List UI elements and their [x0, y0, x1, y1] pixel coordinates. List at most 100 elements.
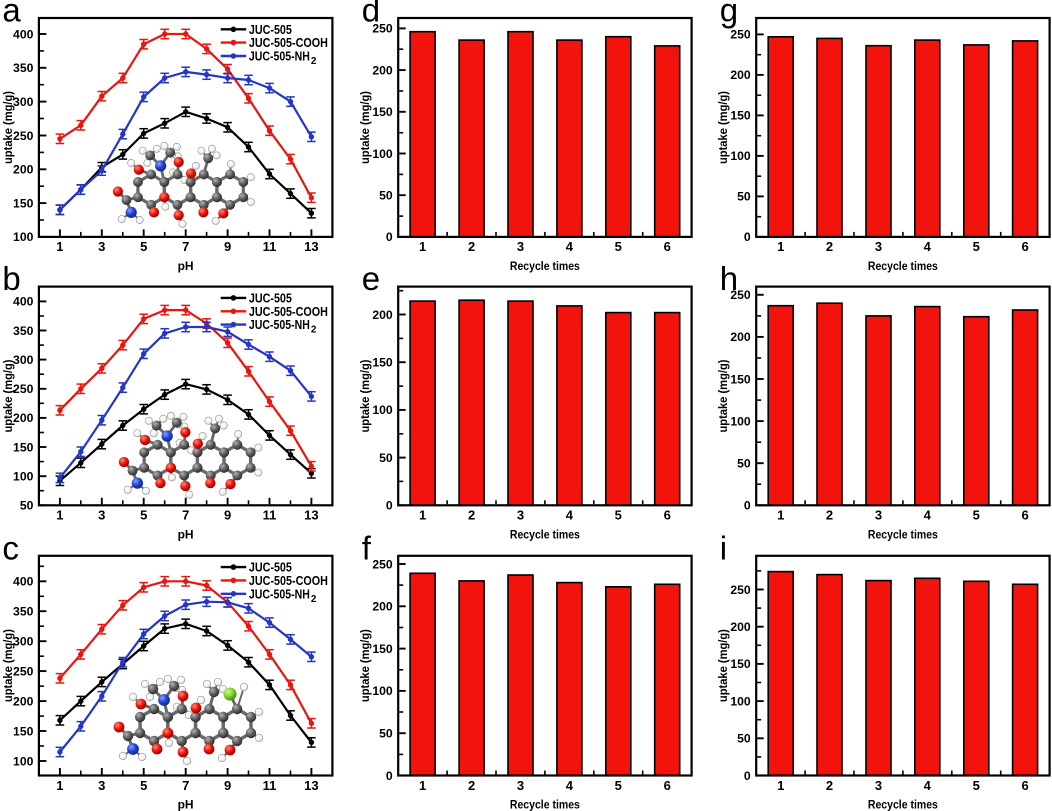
- svg-text:0: 0: [744, 499, 751, 513]
- svg-text:uptake (mg/g): uptake (mg/g): [1, 629, 15, 702]
- svg-text:3: 3: [98, 239, 105, 254]
- svg-text:250: 250: [13, 664, 34, 678]
- svg-text:JUC-505-NH: JUC-505-NH: [249, 318, 310, 332]
- svg-text:1: 1: [419, 778, 426, 793]
- svg-text:13: 13: [304, 239, 318, 254]
- svg-text:350: 350: [13, 324, 34, 338]
- svg-text:JUC-505-COOH: JUC-505-COOH: [249, 305, 328, 319]
- svg-text:6: 6: [1021, 778, 1028, 793]
- svg-text:150: 150: [730, 372, 751, 386]
- svg-text:3: 3: [875, 239, 882, 254]
- svg-text:5: 5: [973, 778, 980, 793]
- svg-text:uptake (mg/g): uptake (mg/g): [358, 91, 372, 164]
- svg-text:b: b: [2, 260, 20, 297]
- svg-text:5: 5: [973, 508, 980, 523]
- svg-text:pH: pH: [178, 259, 194, 273]
- svg-text:0: 0: [744, 230, 751, 244]
- svg-text:5: 5: [973, 239, 980, 254]
- svg-text:JUC-505: JUC-505: [249, 561, 292, 575]
- svg-text:11: 11: [263, 239, 277, 254]
- svg-text:4: 4: [566, 239, 574, 254]
- svg-text:JUC-505-NH: JUC-505-NH: [249, 587, 310, 601]
- svg-text:1: 1: [419, 239, 426, 254]
- svg-text:100: 100: [372, 403, 393, 417]
- svg-text:200: 200: [372, 308, 393, 322]
- svg-text:uptake (mg/g): uptake (mg/g): [1, 91, 15, 164]
- svg-text:JUC-505-COOH: JUC-505-COOH: [249, 36, 328, 50]
- svg-text:250: 250: [730, 288, 751, 302]
- svg-text:200: 200: [372, 63, 393, 77]
- svg-text:a: a: [2, 0, 21, 29]
- svg-text:uptake (mg/g): uptake (mg/g): [716, 360, 730, 433]
- svg-text:300: 300: [13, 635, 34, 649]
- svg-text:1: 1: [419, 508, 426, 523]
- svg-text:9: 9: [224, 778, 231, 793]
- svg-text:250: 250: [372, 22, 393, 36]
- svg-text:200: 200: [13, 694, 34, 708]
- svg-text:4: 4: [566, 778, 574, 793]
- svg-text:1: 1: [777, 239, 784, 254]
- svg-text:6: 6: [664, 239, 671, 254]
- svg-text:4: 4: [924, 239, 932, 254]
- svg-text:250: 250: [13, 382, 34, 396]
- svg-text:6: 6: [664, 778, 671, 793]
- svg-text:uptake (mg/g): uptake (mg/g): [358, 360, 372, 433]
- svg-text:4: 4: [566, 508, 574, 523]
- svg-text:9: 9: [224, 239, 231, 254]
- svg-text:2: 2: [311, 325, 317, 336]
- svg-text:250: 250: [372, 557, 393, 571]
- svg-text:Recycle times: Recycle times: [868, 259, 938, 273]
- svg-text:Recycle times: Recycle times: [510, 798, 580, 811]
- svg-text:3: 3: [98, 778, 105, 793]
- svg-text:0: 0: [744, 769, 751, 783]
- svg-text:2: 2: [826, 778, 833, 793]
- svg-text:100: 100: [730, 149, 751, 163]
- svg-text:50: 50: [20, 499, 34, 513]
- svg-text:11: 11: [263, 508, 277, 523]
- svg-text:0: 0: [386, 499, 393, 513]
- svg-text:13: 13: [304, 778, 318, 793]
- svg-text:150: 150: [372, 356, 393, 370]
- svg-text:2: 2: [468, 778, 475, 793]
- svg-text:3: 3: [517, 239, 524, 254]
- svg-text:9: 9: [224, 508, 231, 523]
- svg-text:100: 100: [730, 694, 751, 708]
- svg-text:e: e: [362, 260, 380, 297]
- svg-text:Recycle times: Recycle times: [868, 798, 938, 811]
- svg-text:150: 150: [372, 642, 393, 656]
- svg-text:250: 250: [730, 583, 751, 597]
- svg-text:100: 100: [730, 414, 751, 428]
- svg-text:1: 1: [777, 508, 784, 523]
- svg-text:150: 150: [13, 440, 34, 454]
- svg-text:uptake (mg/g): uptake (mg/g): [358, 629, 372, 702]
- svg-text:13: 13: [304, 508, 318, 523]
- svg-text:0: 0: [386, 230, 393, 244]
- svg-text:h: h: [720, 260, 738, 297]
- svg-text:400: 400: [13, 575, 34, 589]
- svg-text:2: 2: [311, 56, 317, 67]
- svg-text:100: 100: [372, 147, 393, 161]
- svg-text:50: 50: [379, 189, 393, 203]
- svg-text:3: 3: [875, 508, 882, 523]
- svg-text:4: 4: [924, 778, 932, 793]
- svg-text:7: 7: [182, 508, 189, 523]
- svg-text:11: 11: [263, 778, 277, 793]
- svg-text:0: 0: [386, 769, 393, 783]
- svg-text:150: 150: [730, 109, 751, 123]
- svg-text:1: 1: [56, 239, 63, 254]
- svg-text:400: 400: [13, 295, 34, 309]
- svg-text:2: 2: [468, 508, 475, 523]
- svg-text:pH: pH: [178, 798, 194, 811]
- svg-text:5: 5: [140, 778, 147, 793]
- svg-text:Recycle times: Recycle times: [510, 527, 580, 541]
- svg-text:1: 1: [777, 778, 784, 793]
- svg-text:uptake (mg/g): uptake (mg/g): [716, 629, 730, 702]
- svg-text:3: 3: [517, 778, 524, 793]
- svg-text:pH: pH: [178, 527, 194, 541]
- svg-text:150: 150: [372, 105, 393, 119]
- svg-text:50: 50: [379, 727, 393, 741]
- svg-text:200: 200: [730, 330, 751, 344]
- svg-text:5: 5: [140, 239, 147, 254]
- svg-text:400: 400: [13, 27, 34, 41]
- svg-text:50: 50: [737, 190, 751, 204]
